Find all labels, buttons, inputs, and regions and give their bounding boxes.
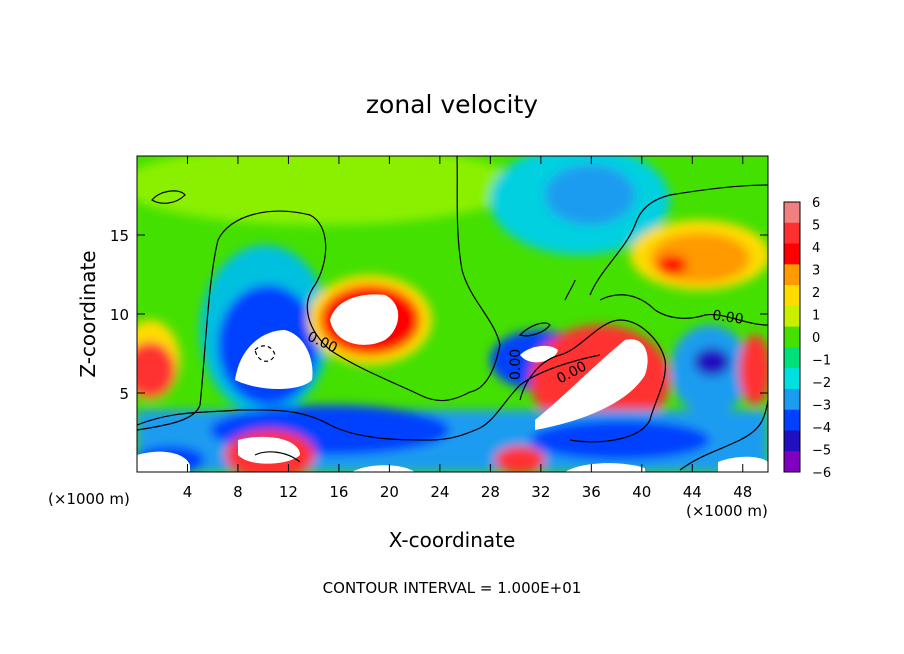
colorbar-label: 5 <box>812 219 820 234</box>
x-tick-label: 48 <box>733 483 752 501</box>
x-tick-label: 32 <box>531 483 550 501</box>
colorbar-swatch <box>784 347 800 369</box>
colorbar-swatch <box>784 451 800 473</box>
x-tick-label: 36 <box>582 483 601 501</box>
y-axis-ticks: 5 10 15 <box>110 227 768 403</box>
colorbar-swatch <box>784 388 800 411</box>
colorbar-label: 4 <box>812 241 820 256</box>
x-tick-label: 4 <box>183 483 193 501</box>
colorbar-label: 1 <box>812 309 820 324</box>
colorbar-label: 0 <box>812 331 820 346</box>
colorbar-swatch <box>784 368 800 390</box>
y-tick-label: 5 <box>119 385 129 403</box>
colorbar-label: −2 <box>812 376 831 391</box>
x-axis-ticks: 4 8 12 16 20 24 28 32 36 40 44 48 <box>183 156 752 501</box>
x-axis-label: X-coordinate <box>389 528 516 552</box>
colorbar-swatch <box>784 326 800 348</box>
x-tick-label: 44 <box>683 483 702 501</box>
x-tick-label: 28 <box>481 483 500 501</box>
x-tick-label: 24 <box>430 483 449 501</box>
colorbar-label: −1 <box>812 354 831 369</box>
colorbar-label: −3 <box>812 399 831 414</box>
colorbar-swatch <box>784 285 800 307</box>
colorbar-swatch <box>784 409 800 431</box>
colorbar-label: −6 <box>812 466 831 481</box>
y-tick-label: 15 <box>110 227 129 245</box>
x-tick-label: 8 <box>233 483 243 501</box>
x-tick-label: 20 <box>380 483 399 501</box>
colorbar-swatch <box>784 264 800 286</box>
x-tick-label: 16 <box>329 483 348 501</box>
contour-label-2: 0.00 <box>508 349 524 380</box>
colorbar-swatch <box>784 202 800 224</box>
zero-contours <box>137 156 768 471</box>
colorbar-label: −5 <box>812 444 831 459</box>
x-unit-label-left: (×1000 m) <box>48 490 130 508</box>
colorbar-swatch <box>784 222 800 245</box>
chart-title: zonal velocity <box>366 90 538 119</box>
colorbar-swatch <box>784 243 800 265</box>
x-tick-label: 40 <box>632 483 651 501</box>
x-unit-label-right: (×1000 m) <box>686 502 768 520</box>
colorbar: 6 5 4 3 2 1 0 −1 −2 −3 −4 −5 −6 <box>783 196 831 481</box>
colorbar-label: 2 <box>812 286 820 301</box>
footer-text: CONTOUR INTERVAL = 1.000E+01 <box>323 579 582 597</box>
colorbar-swatch <box>784 305 800 328</box>
colorbar-label: 6 <box>812 196 820 211</box>
colorbar-frame <box>783 201 801 473</box>
y-tick-label: 10 <box>110 306 129 324</box>
colorbar-swatch <box>784 430 800 452</box>
colorbar-label: 3 <box>812 264 820 279</box>
x-tick-label: 12 <box>279 483 298 501</box>
colorbar-label: −4 <box>812 421 831 436</box>
y-axis-label: Z-coordinate <box>76 250 100 377</box>
heatmap-field <box>137 156 768 472</box>
contour-label-4: 0.00 <box>711 308 744 328</box>
